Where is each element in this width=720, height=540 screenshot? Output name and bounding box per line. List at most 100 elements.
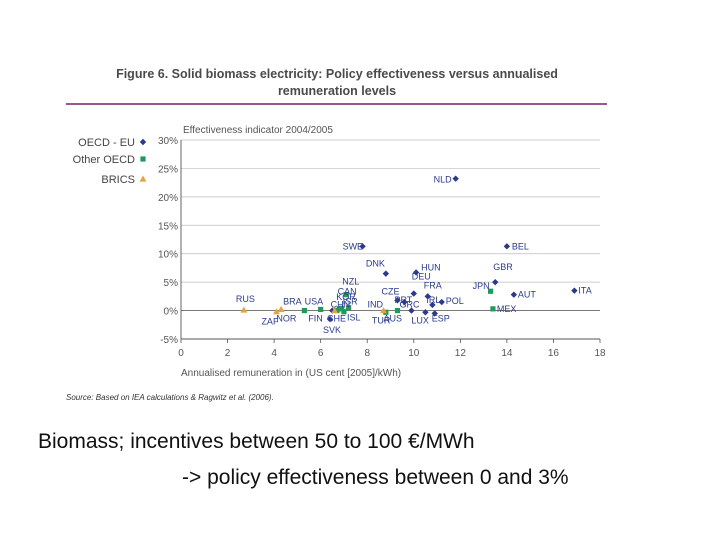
point-label-lux: LUX — [411, 315, 429, 325]
x-tick-label-18: 18 — [594, 348, 606, 359]
point-other-oecd-usa — [318, 306, 324, 313]
point-label-prt: PRT — [394, 295, 412, 305]
point-brics-bra — [277, 305, 285, 313]
legend-label-oecd-eu: OECD - EU — [78, 137, 135, 149]
y-tick-label-30: 30% — [158, 136, 178, 147]
point-brics-zaf — [273, 308, 280, 315]
point-oecd-eu-dnk — [382, 270, 390, 277]
x-tick-label-8: 8 — [364, 348, 370, 359]
point-label-grc: GRC — [399, 300, 420, 310]
point-label-usa: USA — [305, 296, 324, 306]
point-oecd-eu-deu — [410, 290, 417, 297]
point-label-kor: KOR — [336, 292, 356, 302]
point-label-aut: AUT — [518, 290, 537, 300]
point-label-bel: BEL — [512, 241, 529, 251]
point-oecd-eu-cze — [394, 297, 401, 304]
point-label-esp: ESP — [432, 313, 450, 323]
chart-title-line-1: Figure 6. Solid biomass electricity: Pol… — [116, 67, 558, 81]
y-tick-label-0: 0% — [164, 307, 179, 318]
point-brics-chn — [331, 307, 339, 314]
point-oecd-eu-bel — [503, 243, 511, 250]
legend-label-brics: BRICS — [101, 174, 135, 186]
x-tick-label-6: 6 — [318, 348, 324, 359]
point-other-oecd-nzl — [343, 292, 349, 298]
point-other-oecd-nor — [301, 307, 307, 314]
point-label-fin: FIN — [308, 314, 323, 324]
x-tick-label-12: 12 — [455, 348, 467, 359]
point-label-deu: DEU — [412, 272, 431, 282]
point-label-can: CAN — [338, 286, 357, 296]
point-other-oecd-jpn — [487, 288, 494, 294]
point-oecd-eu-nld — [452, 175, 459, 182]
y-tick-label-25: 25% — [158, 164, 178, 175]
point-label-rus: RUS — [236, 294, 255, 304]
point-label-bra: BRA — [283, 296, 302, 306]
x-axis-label: Annualised remuneration in (US cent [200… — [181, 368, 401, 379]
point-label-nor: NOR — [276, 314, 297, 324]
x-tick-label-14: 14 — [501, 348, 513, 359]
point-brics-rus — [240, 306, 248, 313]
point-label-fra: FRA — [424, 280, 442, 290]
y-tick-label-5: 5% — [164, 278, 179, 289]
legend-marker-other-oecd — [140, 156, 146, 162]
point-other-oecd-aus — [394, 307, 401, 314]
point-other-oecd-che — [334, 307, 340, 314]
point-oecd-eu-svk — [326, 315, 334, 323]
point-label-che: CHE — [327, 314, 346, 324]
y-tick-label-20: 20% — [158, 193, 178, 204]
point-label-isl: ISL — [347, 313, 361, 323]
point-brics-ind — [380, 307, 387, 314]
legend-label-other-oecd: Other OECD — [73, 154, 135, 166]
point-other-oecd-isr — [346, 305, 352, 311]
point-label-chn: CHN — [331, 300, 351, 310]
point-oecd-eu-hun — [412, 269, 420, 276]
point-oecd-eu-irl — [429, 301, 436, 309]
point-oecd-eu-pol — [438, 298, 445, 306]
point-label-aus: AUS — [383, 314, 402, 324]
point-label-ita: ITA — [578, 286, 591, 296]
caption-line-1: Biomass; incentives between 50 to 100 €/… — [38, 430, 475, 453]
point-label-jpn: JPN — [473, 281, 490, 291]
x-tick-label-16: 16 — [548, 348, 560, 359]
point-label-irl: IRL — [426, 295, 440, 305]
y-tick-label--5: -5% — [160, 335, 178, 346]
point-label-nld: NLD — [434, 175, 453, 185]
point-oecd-eu-fra — [424, 293, 431, 300]
point-oecd-eu-aut — [510, 291, 518, 298]
y-axis-label: Effectiveness indicator 2004/2005 — [183, 125, 333, 136]
point-oecd-eu-lux — [422, 309, 429, 316]
point-label-zaf: ZAF — [261, 317, 279, 327]
y-tick-label-10: 10% — [158, 250, 178, 261]
legend-marker-brics — [139, 175, 147, 182]
x-tick-label-10: 10 — [408, 348, 420, 359]
x-tick-label-4: 4 — [271, 348, 277, 359]
x-tick-label-0: 0 — [178, 348, 184, 359]
point-label-swe: SWE — [343, 241, 364, 251]
point-other-oecd-isl — [341, 309, 347, 315]
point-oecd-eu-esp — [431, 310, 438, 317]
point-label-cze: CZE — [381, 286, 399, 296]
chart: Figure 6. Solid biomass electricity: Pol… — [66, 67, 607, 402]
point-label-nzl: NZL — [342, 277, 359, 287]
point-other-oecd-mex — [490, 306, 496, 312]
x-tick-label-2: 2 — [225, 348, 231, 359]
chart-title-line-2: remuneration levels — [278, 84, 396, 98]
point-oecd-eu-ita — [571, 287, 578, 294]
y-tick-label-15: 15% — [158, 221, 178, 232]
point-label-isr: ISR — [343, 297, 359, 307]
point-oecd-eu-gbr — [492, 278, 499, 286]
point-label-ind: IND — [368, 300, 384, 310]
point-label-mex: MEX — [497, 304, 517, 314]
point-label-gbr: GBR — [493, 262, 513, 272]
point-oecd-eu-grc — [408, 307, 415, 314]
point-label-svk: SVK — [323, 325, 341, 335]
point-label-tur: TUR — [372, 315, 391, 325]
point-label-dnk: DNK — [366, 259, 385, 269]
legend-marker-oecd-eu — [139, 138, 147, 146]
point-other-oecd-can — [339, 305, 345, 311]
chart-source: Source: Based on IEA calculations & Ragw… — [66, 393, 274, 402]
caption-line-2: -> policy effectiveness between 0 and 3% — [182, 466, 569, 489]
point-oecd-eu-swe — [359, 243, 366, 250]
point-oecd-eu-prt — [401, 298, 408, 306]
point-label-pol: POL — [446, 296, 464, 306]
